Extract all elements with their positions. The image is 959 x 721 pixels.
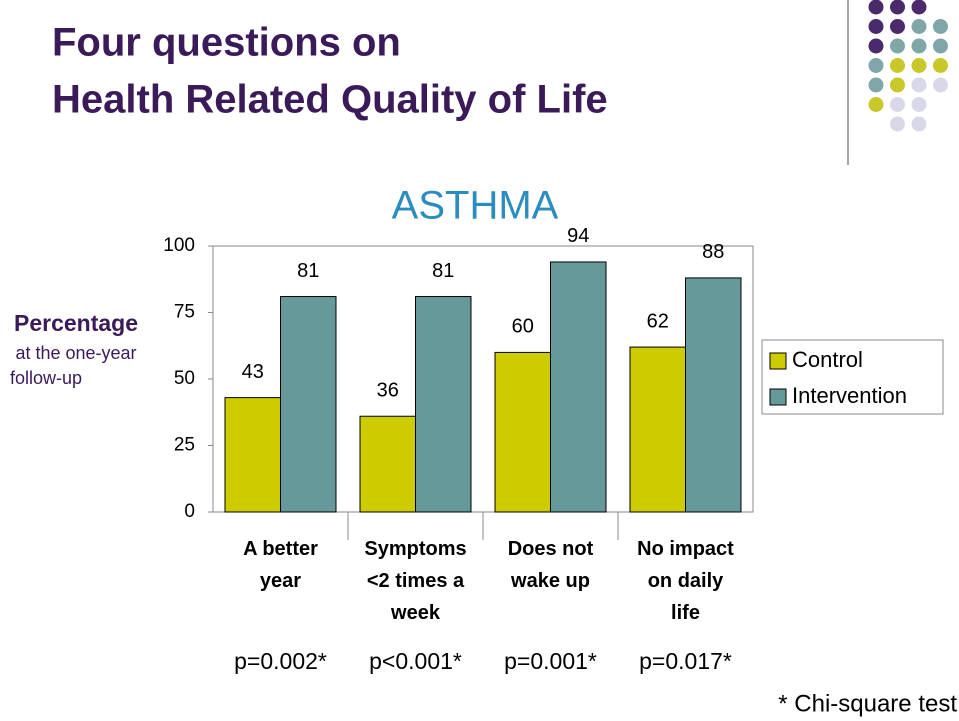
y-axis-label: follow-up <box>10 368 82 388</box>
y-tick-label: 75 <box>174 302 195 323</box>
y-tick-label: 25 <box>174 435 195 456</box>
bar <box>685 277 742 513</box>
y-tick-label: 50 <box>174 368 195 389</box>
dot <box>890 58 905 73</box>
dot <box>911 38 927 54</box>
dot <box>911 77 927 93</box>
dot <box>890 38 905 54</box>
slide-title: Health Related Quality of Life <box>52 78 608 122</box>
slide-title: Four questions on <box>52 21 401 65</box>
x-tick-label: A better year <box>243 538 318 592</box>
value-label: 88 <box>702 241 724 263</box>
p-value: p=0.002* <box>234 648 327 674</box>
p-value: p<0.001* <box>369 648 462 674</box>
y-tick-label: 0 <box>184 501 195 522</box>
dot <box>868 97 884 112</box>
bar <box>550 261 607 513</box>
dot <box>868 77 884 93</box>
legend-label: Control <box>792 347 863 372</box>
dot <box>911 116 927 132</box>
dot <box>890 97 905 112</box>
dot <box>911 19 927 34</box>
value-label: 81 <box>432 260 454 282</box>
bar <box>629 346 686 513</box>
dot <box>868 58 884 73</box>
value-label: 60 <box>512 316 534 338</box>
dot <box>911 0 927 15</box>
value-label: 94 <box>567 225 589 247</box>
dot <box>868 38 884 54</box>
bar <box>359 415 416 513</box>
x-tick-label: Does not wake up <box>508 538 594 592</box>
dot <box>911 58 927 73</box>
x-tick-label: Symptoms <2 times a week <box>364 538 466 624</box>
y-tick-label: 100 <box>163 235 195 256</box>
chart-title: ASTHMA <box>392 184 559 228</box>
legend-swatch <box>769 352 787 370</box>
legend-swatch <box>769 388 787 406</box>
dot <box>933 58 948 73</box>
p-value: p=0.001* <box>504 648 597 674</box>
dot <box>890 0 905 15</box>
y-axis-label: Percentage <box>14 310 138 336</box>
dot <box>890 77 905 93</box>
value-label: 81 <box>297 260 319 282</box>
decoration <box>868 0 948 132</box>
x-tick-label: No impact on daily life <box>637 538 734 624</box>
dot <box>933 77 948 93</box>
bar <box>494 351 551 513</box>
dot <box>933 19 948 34</box>
dot <box>933 38 948 54</box>
dot <box>890 19 905 34</box>
value-label: 62 <box>647 310 669 332</box>
dot <box>868 19 884 34</box>
footnote: * Chi-square test <box>778 690 957 717</box>
value-label: 43 <box>242 361 264 383</box>
dot <box>890 116 905 132</box>
bar <box>224 397 281 513</box>
bar <box>280 296 337 513</box>
legend-box <box>761 339 944 415</box>
dot <box>868 0 884 15</box>
bar <box>415 296 472 513</box>
legend-label: Intervention <box>792 383 907 408</box>
value-label: 36 <box>377 380 399 402</box>
p-value: p=0.017* <box>639 648 732 674</box>
dot <box>911 97 927 112</box>
y-axis-label: at the one-year <box>15 343 136 363</box>
